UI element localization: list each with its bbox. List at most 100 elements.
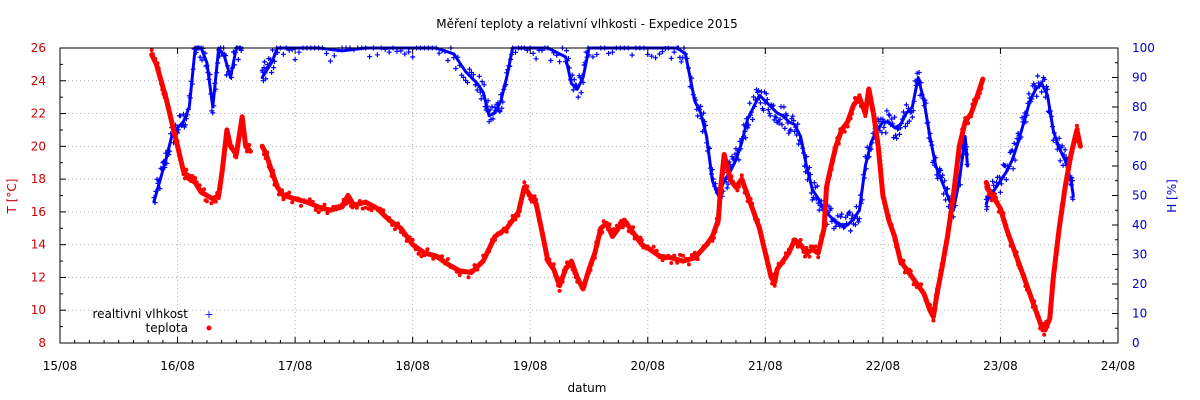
- humidity-point: [660, 49, 665, 55]
- x-tick-label: 17/08: [278, 359, 313, 373]
- temperature-point: [830, 159, 835, 164]
- temperature-point: [833, 145, 838, 150]
- humidity-point: [805, 177, 810, 183]
- humidity-point: [504, 70, 510, 76]
- temperature-point: [351, 203, 356, 208]
- temperature-point: [576, 278, 581, 282]
- humidity-point: [745, 125, 751, 131]
- humidity-point: [807, 172, 813, 177]
- temperature-point: [619, 218, 624, 223]
- temperature-point: [872, 118, 877, 123]
- temperature-point: [886, 213, 891, 218]
- temperature-point: [958, 140, 963, 145]
- temperature-point: [660, 258, 665, 263]
- humidity-point: [756, 88, 761, 94]
- humidity-point: [814, 183, 820, 189]
- humidity-point: [791, 118, 797, 124]
- axis-ticks: [59, 47, 1119, 344]
- temperature-point: [718, 183, 723, 188]
- humidity-point: [578, 90, 584, 96]
- humidity-point: [911, 98, 917, 104]
- temperature-point: [244, 149, 249, 154]
- humidity-point: [828, 205, 834, 211]
- humidity-point: [926, 135, 932, 141]
- humidity-point: [850, 212, 855, 218]
- humidity-point: [925, 119, 931, 125]
- temperature-point: [454, 269, 459, 274]
- humidity-point: [738, 146, 744, 152]
- temperature-point: [445, 257, 450, 262]
- temperature-point: [498, 231, 503, 236]
- temperature-point: [1060, 205, 1065, 210]
- humidity-point: [1028, 99, 1034, 105]
- temperature-point: [1036, 314, 1041, 319]
- humidity-point: [734, 151, 740, 157]
- temperature-point: [930, 313, 935, 318]
- y-right-tick-label: 80: [1132, 100, 1147, 114]
- humidity-point: [918, 80, 924, 86]
- humidity-point: [893, 132, 899, 138]
- humidity-point: [785, 120, 791, 126]
- humidity-point: [997, 174, 1002, 180]
- humidity-point: [474, 87, 480, 93]
- humidity-point: [533, 56, 539, 62]
- humidity-point: [500, 99, 506, 105]
- humidity-point: [1042, 77, 1047, 82]
- temperature-point: [669, 261, 674, 265]
- temperature-point: [977, 91, 982, 96]
- humidity-point: [264, 66, 270, 71]
- temperature-point: [750, 201, 755, 206]
- humidity-point: [204, 63, 210, 68]
- humidity-point: [938, 167, 944, 173]
- temperature-point: [1074, 123, 1079, 128]
- temperature-point: [573, 275, 578, 280]
- series-temperature: [149, 48, 1083, 337]
- humidity-point: [906, 118, 912, 124]
- humidity-point: [744, 116, 750, 122]
- temperature-point: [692, 250, 697, 255]
- humidity-point: [1038, 82, 1044, 87]
- humidity-point: [710, 176, 716, 182]
- humidity-point: [1008, 148, 1014, 154]
- humidity-point: [189, 81, 195, 87]
- humidity-point: [836, 221, 842, 227]
- humidity-point: [1059, 143, 1065, 149]
- y-left-tick-label: 12: [31, 270, 46, 284]
- temperature-point: [910, 274, 915, 279]
- temperature-point: [501, 226, 506, 231]
- humidity-point: [267, 61, 273, 67]
- temperature-point: [756, 218, 760, 223]
- temperature-point: [1066, 167, 1070, 172]
- humidity-point: [899, 121, 904, 126]
- humidity-point: [581, 62, 587, 68]
- temperature-point: [188, 178, 193, 183]
- temperature-point: [631, 225, 636, 230]
- temperature-point: [322, 202, 327, 207]
- temperature-point: [883, 206, 888, 211]
- humidity-point: [280, 51, 286, 57]
- temperature-point: [425, 247, 430, 252]
- humidity-point: [151, 195, 157, 201]
- humidity-point: [757, 100, 763, 106]
- humidity-point: [792, 128, 798, 134]
- temperature-point: [525, 184, 530, 189]
- humidity-point: [869, 140, 875, 146]
- temperature-point: [393, 227, 397, 232]
- humidity-point: [798, 138, 804, 144]
- temperature-point: [925, 300, 929, 305]
- temperature-point: [1067, 157, 1072, 162]
- humidity-point: [678, 59, 684, 65]
- temperature-point: [569, 264, 574, 269]
- temperature-point: [604, 222, 609, 227]
- temperature-point: [639, 238, 644, 243]
- humidity-point: [481, 82, 487, 88]
- temperature-point: [1057, 229, 1062, 234]
- humidity-point: [193, 50, 199, 55]
- humidity-point: [832, 217, 838, 223]
- humidity-point: [271, 65, 277, 71]
- temperature-point: [829, 167, 834, 172]
- humidity-point: [590, 54, 596, 60]
- humidity-point: [855, 219, 861, 225]
- humidity-point: [746, 122, 752, 128]
- humidity-point: [894, 135, 900, 141]
